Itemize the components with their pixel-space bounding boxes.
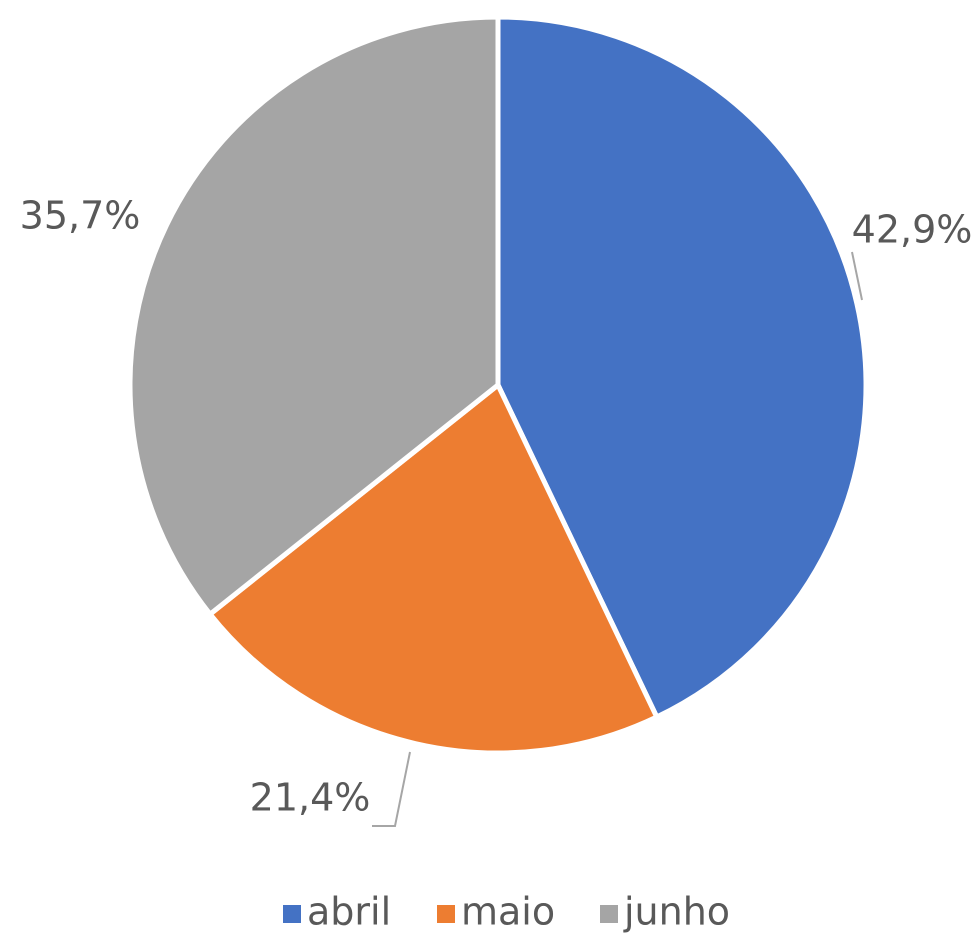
pie-slice — [495, 14, 869, 720]
leader-line — [851, 251, 863, 301]
pie-slice — [207, 382, 660, 756]
legend-swatch — [283, 905, 301, 923]
data-label: 42,9% — [852, 208, 973, 252]
legend-label: junho — [623, 890, 730, 933]
data-label: 21,4% — [250, 776, 371, 820]
legend-swatch — [600, 905, 618, 923]
legend-swatch — [437, 905, 455, 923]
data-label: 35,7% — [20, 194, 141, 238]
pie-slice — [127, 14, 501, 617]
legend-label: maio — [461, 890, 555, 933]
leader-line — [372, 751, 411, 827]
legend-label: abril — [307, 890, 391, 933]
